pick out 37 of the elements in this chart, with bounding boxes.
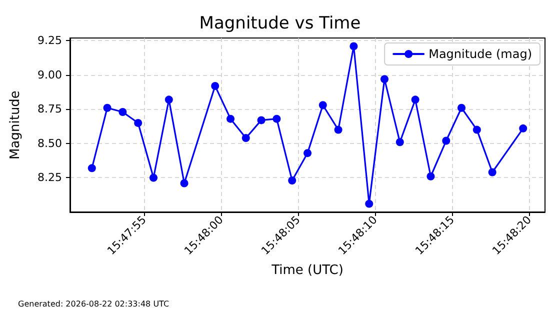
x-axis-title: Time (UTC) — [270, 263, 344, 278]
point — [365, 200, 374, 208]
chart-title: Magnitude vs Time — [199, 14, 361, 34]
point — [426, 172, 435, 180]
y-axis-title: Magnitude — [8, 90, 23, 160]
point — [118, 108, 127, 116]
text: Generated: 2026-08-22 02:33:48 UTC — [18, 300, 170, 308]
y-tick-label: 9.25 — [38, 34, 62, 48]
y-tick-label: 9.00 — [38, 68, 62, 82]
point — [164, 96, 173, 104]
point — [226, 114, 235, 123]
y-tick-label: 8.75 — [38, 102, 62, 116]
point — [411, 96, 420, 104]
point — [396, 138, 404, 146]
point — [288, 176, 296, 184]
point — [488, 168, 496, 176]
point — [458, 104, 466, 112]
point — [350, 42, 358, 50]
point — [88, 164, 96, 172]
y-tick-label: 8.25 — [38, 171, 62, 184]
point — [150, 174, 158, 182]
point — [334, 126, 342, 134]
point — [472, 126, 481, 134]
legend-label: Magnitude (mag) — [428, 47, 532, 61]
point — [134, 118, 142, 127]
point — [211, 82, 220, 90]
point — [519, 124, 528, 132]
point — [272, 114, 281, 123]
point — [304, 149, 312, 158]
point — [318, 101, 327, 110]
point — [442, 136, 450, 145]
y-tick-label: 8.50 — [38, 136, 62, 150]
point — [257, 116, 266, 124]
point — [103, 104, 112, 112]
point — [380, 75, 388, 84]
point — [242, 134, 250, 142]
point — [180, 179, 188, 188]
